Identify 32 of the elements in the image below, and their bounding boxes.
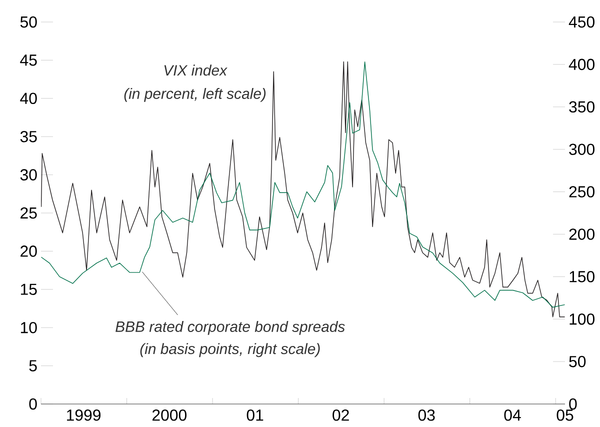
y2-tick-label: 100 xyxy=(570,313,594,325)
x-tick-label: 04 xyxy=(504,410,521,421)
y2-tick-label: 50 xyxy=(569,356,586,368)
x-tick-label: 05 xyxy=(556,410,574,421)
y-tick-label: 50 xyxy=(20,16,37,28)
y-tick-label: 15 xyxy=(20,284,37,295)
y2-tick-label: 300 xyxy=(569,144,594,155)
y-tick-label: 35 xyxy=(20,130,37,142)
y-tick-label: 45 xyxy=(20,54,37,66)
y2-tick-label: 200 xyxy=(569,228,594,240)
y-tick-label: 5 xyxy=(29,360,37,372)
y-tick-label: 20 xyxy=(20,246,37,257)
annotation: (in percent, left scale) xyxy=(124,88,266,102)
x-tick-label: 2000 xyxy=(152,410,187,421)
y-tick-label: 40 xyxy=(20,92,37,104)
annotation: VIX index xyxy=(164,64,228,76)
x-tick-label: 02 xyxy=(332,410,349,421)
y-tick-label: 0 xyxy=(29,398,37,410)
y-tick-label: 10 xyxy=(20,322,37,334)
y-tick-label: 25 xyxy=(20,207,37,219)
y2-tick-label: 400 xyxy=(568,58,594,70)
x-tick-label: 1999 xyxy=(67,410,100,421)
x-tick-label: 03 xyxy=(418,410,435,421)
y-tick-label: 30 xyxy=(20,169,37,180)
annotation: BBB rated corporate bond spreads xyxy=(116,321,345,335)
y2-tick-label: 450 xyxy=(568,16,594,28)
y2-tick-label: 150 xyxy=(570,271,594,282)
y2-tick-label: 250 xyxy=(569,186,594,198)
y2-tick-label: 350 xyxy=(569,101,594,113)
y2-tick-label: 0 xyxy=(569,398,577,410)
annotation: (in basis points, right scale) xyxy=(140,343,320,358)
x-tick-label: 01 xyxy=(246,410,264,421)
